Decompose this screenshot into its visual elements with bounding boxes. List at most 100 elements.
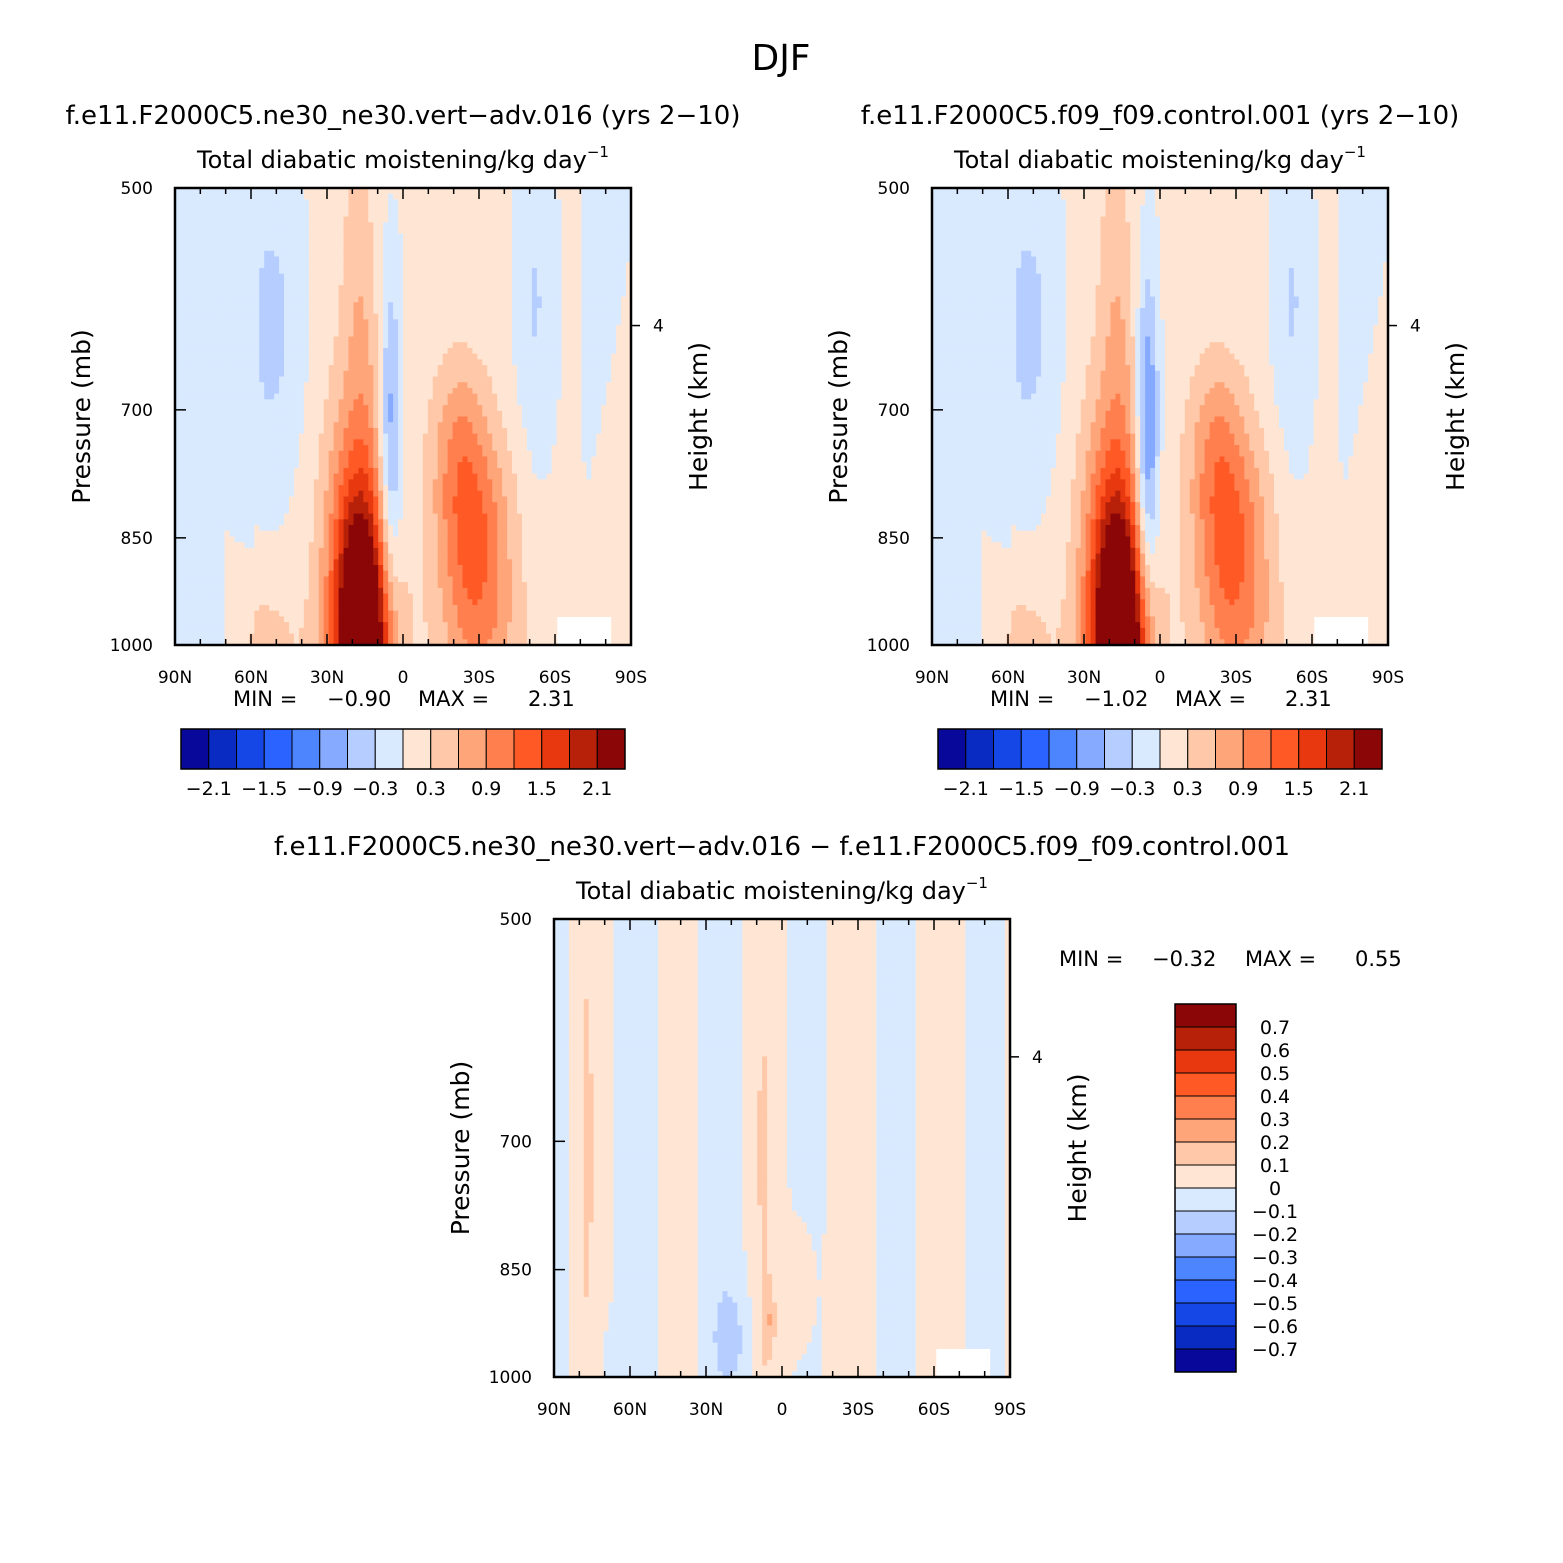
y-tick-label: 1000 — [489, 1368, 532, 1388]
x-tick-label: 30S — [1220, 668, 1252, 688]
colorbar-swatch — [596, 728, 626, 770]
x-tick-label: 60S — [1296, 668, 1328, 688]
colorbar-swatch — [430, 728, 459, 770]
colorbar-label: 1.5 — [527, 778, 557, 800]
colorbar-swatch — [1174, 1256, 1237, 1281]
y-axis-right-label: Height (km) — [1441, 342, 1470, 491]
colorbar-frame — [937, 728, 1383, 770]
colorbar-swatch — [1174, 1049, 1237, 1074]
colorbar-swatch — [1131, 728, 1161, 770]
panel-run-title: f.e11.F2000C5.ne30_ne30.vert−adv.016 (yr… — [66, 101, 741, 131]
colorbar-label: −0.9 — [1054, 778, 1100, 800]
colorbar-label: −2.1 — [186, 778, 232, 800]
colorbar-swatch — [291, 728, 321, 770]
colorbar-label: 0.3 — [416, 778, 446, 800]
colorbar-swatch — [1104, 728, 1133, 770]
contour-field — [932, 188, 1388, 645]
colorbar-label: 0.1 — [1260, 1155, 1290, 1177]
panel-variable-title: Total diabatic moistening/kg day−1 — [196, 143, 609, 174]
colorbar-swatch — [1353, 728, 1383, 770]
x-axis: 90N 60N 30N 0 30S 60S 90S — [158, 188, 647, 688]
y-tick-label: 1000 — [867, 636, 910, 656]
colorbar-frame — [180, 728, 626, 770]
max-value: 0.55 — [1355, 947, 1402, 971]
x-tick-label: 90S — [1372, 668, 1404, 688]
colorbar-swatch — [1187, 728, 1216, 770]
y-tick-label: 700 — [500, 1132, 532, 1152]
y-axis-label: Pressure (mb) — [446, 1061, 475, 1235]
colorbar-swatch — [569, 728, 598, 770]
y-tick-label: 500 — [121, 179, 153, 199]
min-max-readout: MIN = −0.32 MAX = 0.55 — [1059, 947, 1402, 971]
min-label: MIN = — [233, 687, 297, 711]
y-axis: 500 700 850 1000 Pressure (mb) — [824, 179, 943, 656]
colorbar-swatch — [1215, 728, 1244, 770]
y-axis-right: 4 Height (km) — [1388, 317, 1470, 491]
min-max-readout: MIN = −1.02 MAX = 2.31 — [990, 687, 1332, 711]
x-tick-label: 90N — [537, 1400, 571, 1420]
colorbar-swatch — [236, 728, 265, 770]
colorbar-swatch — [513, 728, 543, 770]
colorbar-label: −0.1 — [1252, 1201, 1298, 1223]
y-axis: 500 700 850 1000 Pressure (mb) — [446, 910, 565, 1388]
min-label: MIN = — [1059, 947, 1123, 971]
colorbar-swatch — [458, 728, 487, 770]
y-axis-label: Pressure (mb) — [67, 329, 96, 503]
colorbar-swatch — [180, 728, 210, 770]
panel-run-title: f.e11.F2000C5.ne30_ne30.vert−adv.016 − f… — [274, 832, 1290, 862]
y-right-tick-label: 4 — [653, 317, 664, 337]
colorbar-swatch — [1174, 1095, 1237, 1120]
y-tick-label: 850 — [500, 1261, 532, 1281]
colorbar-swatch — [208, 728, 237, 770]
y-axis-right: 4 Height (km) — [1010, 1048, 1092, 1222]
min-max-readout: MIN = −0.90 MAX = 2.31 — [233, 687, 575, 711]
colorbar-swatch — [263, 728, 293, 770]
y-axis-right-label: Height (km) — [684, 342, 713, 491]
x-tick-label: 0 — [398, 668, 409, 688]
y-tick-label: 850 — [878, 529, 910, 549]
colorbar-swatch — [993, 728, 1022, 770]
colorbar-label: 0.9 — [471, 778, 501, 800]
panel-diff: f.e11.F2000C5.ne30_ne30.vert−adv.016 − f… — [274, 832, 1402, 1420]
colorbar-swatch — [965, 728, 994, 770]
colorbar-swatch — [1174, 1348, 1237, 1373]
y-tick-label: 500 — [878, 179, 910, 199]
colorbar-label: 2.1 — [582, 778, 612, 800]
colorbar-swatch — [1174, 1279, 1237, 1304]
y-axis-label: Pressure (mb) — [824, 329, 853, 503]
contour-field — [554, 919, 1010, 1377]
colorbar-label: −1.5 — [241, 778, 287, 800]
colorbar-label: −1.5 — [998, 778, 1044, 800]
colorbar-label: 0.9 — [1228, 778, 1258, 800]
y-tick-label: 700 — [878, 401, 910, 421]
x-tick-label: 30S — [842, 1400, 874, 1420]
colorbar-label: −0.6 — [1252, 1316, 1298, 1338]
x-tick-label: 60S — [539, 668, 571, 688]
colorbar-swatch — [1159, 728, 1189, 770]
colorbar-right: −2.1 −1.5 −0.9 −0.3 0.3 0.9 1.5 2.1 — [937, 728, 1383, 800]
colorbar-swatch — [1174, 1302, 1237, 1327]
x-tick-label: 90N — [915, 668, 949, 688]
max-value: 2.31 — [528, 687, 575, 711]
panel-variable-title: Total diabatic moistening/kg day−1 — [575, 874, 988, 905]
panel-left: f.e11.F2000C5.ne30_ne30.vert−adv.016 (yr… — [66, 101, 741, 711]
colorbar-label: 0.7 — [1260, 1017, 1290, 1039]
colorbar-swatch — [1174, 1164, 1237, 1189]
colorbar-swatch — [374, 728, 404, 770]
colorbar-label: 0.5 — [1260, 1063, 1290, 1085]
y-tick-label: 500 — [500, 910, 532, 930]
colorbar-swatch — [937, 728, 967, 770]
x-tick-label: 0 — [1155, 668, 1166, 688]
colorbar-label: 0.3 — [1173, 778, 1203, 800]
x-tick-label: 90N — [158, 668, 192, 688]
y-tick-label: 850 — [121, 529, 153, 549]
colorbar-label: 0.3 — [1260, 1109, 1290, 1131]
colorbar-label: −2.1 — [943, 778, 989, 800]
colorbar-swatch — [1174, 1003, 1237, 1028]
colorbar-swatch — [1174, 1325, 1237, 1350]
colorbar-swatch — [1174, 1072, 1237, 1097]
colorbar-swatch — [1174, 1026, 1237, 1051]
colorbar-label: −0.3 — [1109, 778, 1155, 800]
colorbar-label: −0.3 — [1252, 1247, 1298, 1269]
panels-container: f.e11.F2000C5.ne30_ne30.vert−adv.016 (yr… — [66, 101, 1470, 1420]
